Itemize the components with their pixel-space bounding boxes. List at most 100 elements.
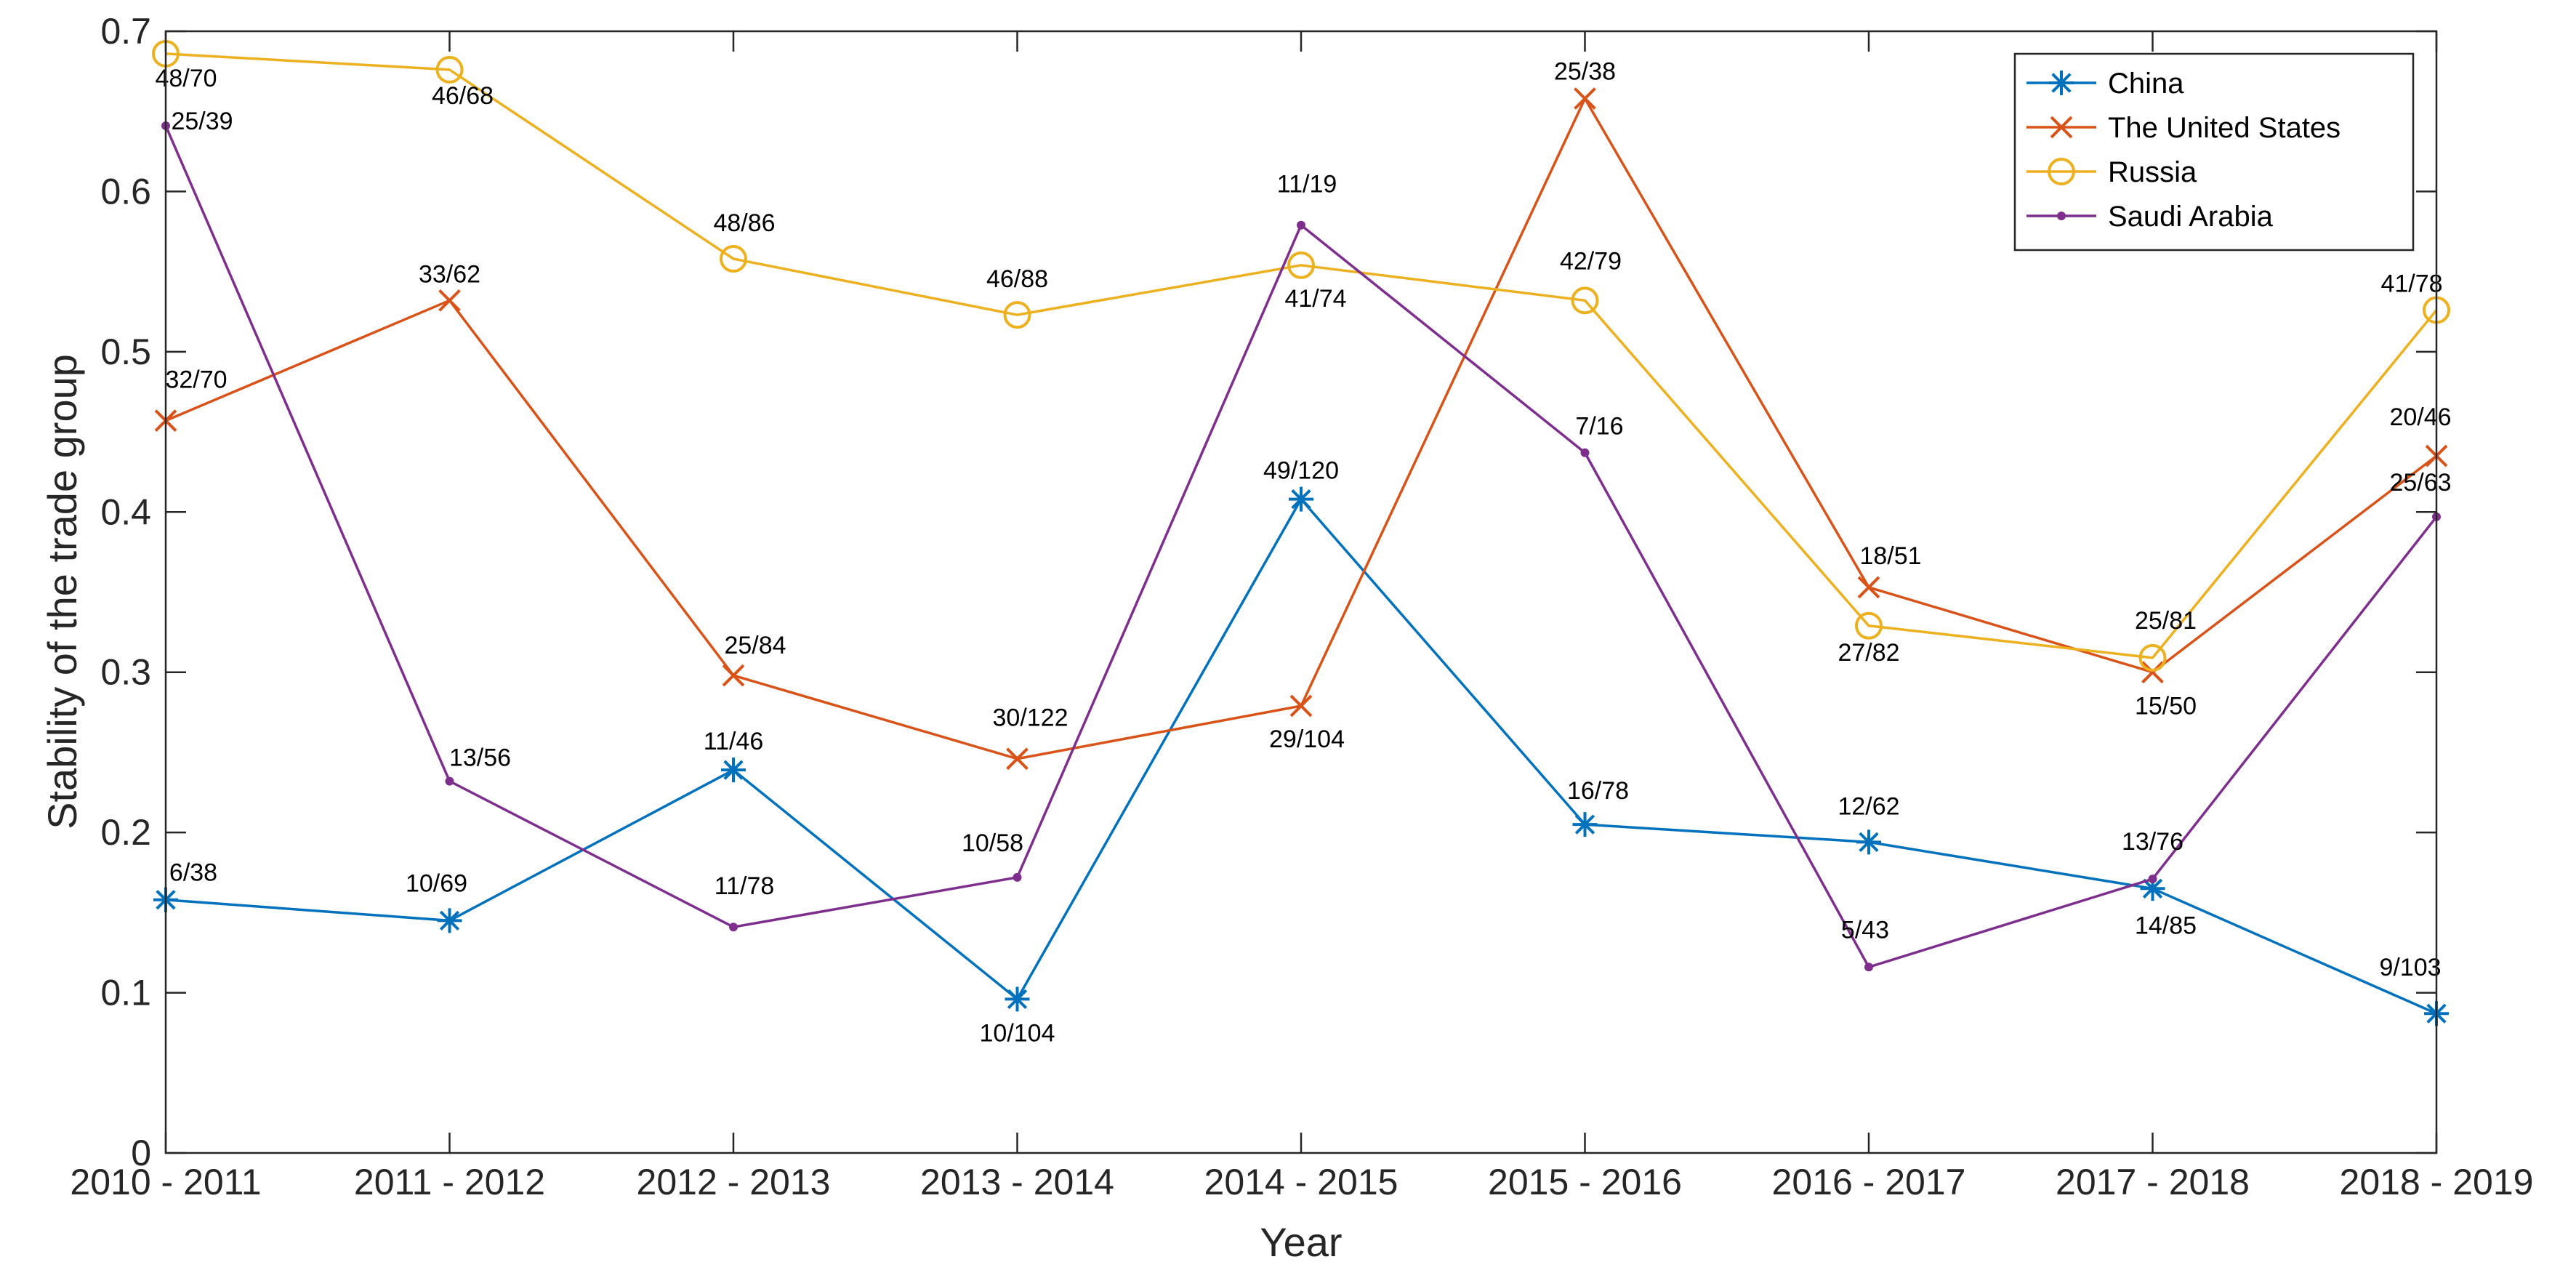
data-label-china: 10/104 [980, 1019, 1055, 1047]
x-tick-label: 2011 - 2012 [354, 1162, 545, 1202]
data-label-the-united-states: 29/104 [1269, 726, 1345, 753]
data-point-the-united-states [722, 664, 745, 687]
data-point-china [437, 908, 462, 933]
data-point-saudi-arabia [1013, 872, 1022, 882]
legend-marker-russia [2048, 158, 2075, 185]
data-point-russia [1571, 286, 1599, 315]
data-point-the-united-states [2141, 661, 2164, 684]
legend-label-the-united-states: The United States [2108, 112, 2340, 144]
legend-item-the-united-states: The United States [2026, 112, 2340, 144]
data-point-russia [1003, 301, 1031, 329]
data-point-china [1289, 486, 1313, 512]
x-tick-label: 2016 - 2017 [1772, 1162, 1966, 1202]
legend-box [2013, 52, 2415, 252]
legend: China The United States Russia Saudi Arabia [2013, 52, 2415, 252]
data-point-saudi-arabia [2148, 875, 2157, 884]
data-point-russia [2138, 643, 2167, 672]
data-label-russia: 46/68 [432, 82, 494, 110]
data-point-saudi-arabia [1297, 220, 1305, 230]
data-label-russia: 41/78 [2380, 270, 2442, 298]
data-point-russia [720, 245, 747, 273]
data-point-china [721, 757, 746, 783]
data-point-china [2140, 876, 2165, 901]
data-label-saudi-arabia: 10/58 [962, 829, 1023, 857]
data-label-china: 9/103 [2379, 954, 2441, 981]
data-label-saudi-arabia: 25/63 [2389, 469, 2451, 497]
y-tick-label: 0.1 [100, 973, 151, 1013]
data-point-russia [1287, 251, 1315, 279]
data-label-the-united-states: 18/51 [1859, 542, 1921, 570]
data-point-russia [435, 55, 464, 84]
y-tick-label: 0 [131, 1133, 151, 1173]
data-label-china: 49/120 [1263, 457, 1339, 485]
data-point-the-united-states [438, 289, 461, 312]
data-label-the-united-states: 32/70 [165, 366, 227, 394]
data-label-russia: 41/74 [1284, 285, 1346, 313]
data-point-china [1572, 812, 1598, 837]
data-label-saudi-arabia: 11/78 [715, 872, 775, 900]
y-axis-title: Stability of the trade group [39, 354, 85, 829]
data-label-russia: 27/82 [1838, 639, 1899, 667]
y-tick-label: 0.2 [100, 812, 151, 853]
legend-item-saudi-arabia: Saudi Arabia [2026, 201, 2274, 233]
legend-marker-china [2049, 71, 2074, 95]
data-labels-layer: 6/38 10/69 11/46 10/104 49/120 16/78 12/62 14/8… [155, 58, 2451, 1048]
data-label-china: 12/62 [1838, 792, 1899, 820]
legend-item-china: China [2026, 68, 2184, 100]
x-tick-label: 2017 - 2018 [2056, 1162, 2250, 1202]
data-label-russia: 46/88 [986, 265, 1048, 293]
y-tick-label: 0.3 [100, 652, 151, 693]
data-point-russia [1855, 611, 1883, 640]
data-label-saudi-arabia: 13/76 [2122, 828, 2183, 856]
data-label-saudi-arabia: 5/43 [1841, 916, 1889, 944]
x-tick-label: 2018 - 2019 [2340, 1162, 2534, 1202]
series-layer [152, 39, 2450, 1026]
data-label-china: 10/69 [406, 869, 467, 897]
data-point-saudi-arabia [729, 923, 738, 932]
data-point-the-united-states [1574, 87, 1596, 110]
y-tick-label: 0.4 [100, 491, 151, 532]
data-label-the-united-states: 33/62 [419, 260, 480, 288]
data-label-the-united-states: 30/122 [993, 704, 1068, 732]
x-tick-label: 2010 - 2011 [70, 1162, 261, 1202]
data-label-saudi-arabia: 13/56 [449, 744, 511, 772]
legend-label-saudi-arabia: Saudi Arabia [2108, 201, 2274, 233]
data-label-saudi-arabia: 11/19 [1277, 171, 1337, 198]
y-tick-label: 0.6 [100, 171, 151, 212]
x-tick-label: 2012 - 2013 [637, 1162, 831, 1202]
data-point-the-united-states [1857, 576, 1880, 599]
data-label-saudi-arabia: 7/16 [1575, 413, 1623, 441]
data-label-russia: 25/81 [2135, 607, 2197, 635]
data-label-china: 11/46 [704, 728, 764, 755]
data-label-the-united-states: 25/84 [724, 632, 786, 659]
legend-item-russia: Russia [2026, 156, 2197, 188]
data-label-russia: 48/70 [155, 65, 217, 92]
x-tick-label: 2013 - 2014 [920, 1162, 1114, 1202]
x-tick-label: 2014 - 2015 [1204, 1162, 1398, 1202]
axes-layer: 0 0.1 0.2 0.3 0.4 0.5 0.6 0.7 2010 - 2011 2011 - … [70, 11, 2533, 1202]
data-label-china: 14/85 [2135, 912, 2197, 939]
legend-marker-the-united-states [2050, 116, 2073, 139]
legend-marker-saudi-arabia [2057, 212, 2066, 220]
data-label-russia: 48/86 [713, 209, 775, 237]
data-point-china [1005, 986, 1030, 1012]
data-label-the-united-states: 20/46 [2389, 403, 2451, 431]
data-label-saudi-arabia: 25/39 [171, 108, 233, 135]
data-label-the-united-states: 25/38 [1554, 58, 1616, 86]
data-point-the-united-states [1006, 747, 1029, 771]
y-tick-label: 0.7 [100, 11, 151, 52]
y-tick-label: 0.5 [100, 331, 151, 372]
data-point-china [1856, 829, 1881, 855]
data-point-saudi-arabia [1864, 963, 1873, 972]
data-point-the-united-states [1289, 694, 1313, 718]
legend-label-russia: Russia [2108, 156, 2197, 188]
data-label-china: 6/38 [169, 859, 217, 887]
data-label-china: 16/78 [1567, 777, 1629, 805]
x-axis-title: Year [1260, 1219, 1342, 1265]
legend-label-china: China [2108, 68, 2184, 100]
series-line-russia [165, 52, 2438, 659]
data-label-the-united-states: 15/50 [2135, 693, 2197, 720]
data-point-saudi-arabia [445, 776, 454, 786]
x-tick-label: 2015 - 2016 [1488, 1162, 1682, 1202]
